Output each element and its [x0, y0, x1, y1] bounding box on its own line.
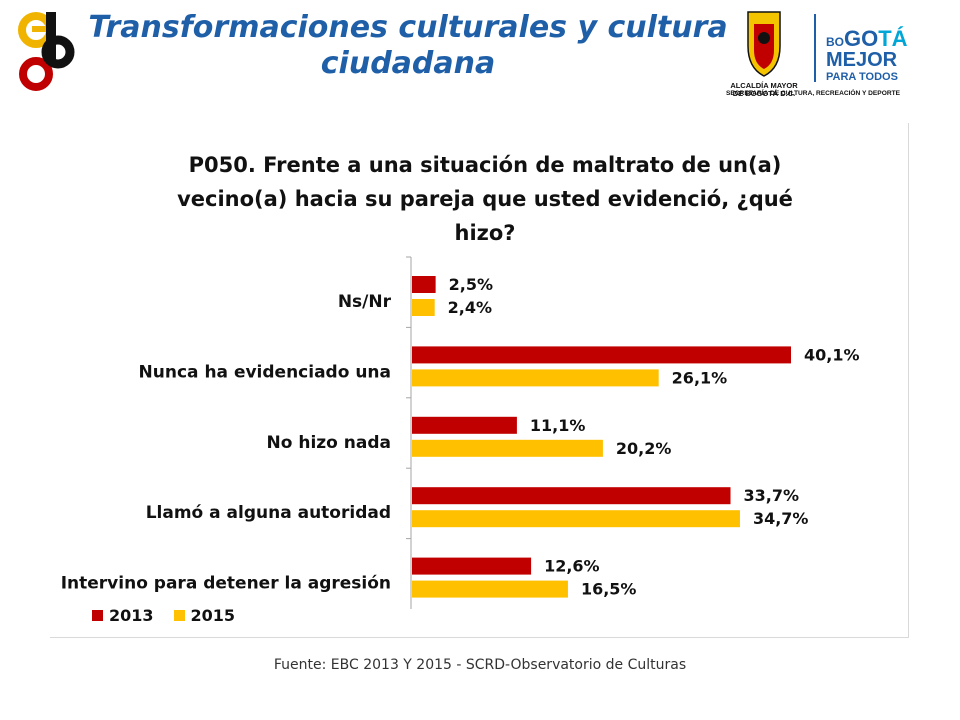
data-label-2015: 34,7%	[753, 509, 809, 528]
bar-2013	[412, 487, 731, 505]
data-label-2013: 12,6%	[544, 557, 600, 576]
legend-item-2013: 2013	[92, 606, 154, 625]
category-label: Ns/Nr	[338, 292, 392, 312]
shield-icon	[747, 11, 781, 77]
brand-mejor: MEJOR	[826, 49, 898, 71]
data-label-2013: 2,5%	[449, 275, 493, 294]
brand-go: GO	[844, 26, 878, 51]
data-label-2015: 16,5%	[581, 580, 637, 599]
secretaria-text: SECRETARÍA DE CULTURA, RECREACIÓN Y DEPO…	[726, 88, 901, 97]
bar-2015	[412, 439, 603, 457]
source-note: Fuente: EBC 2013 Y 2015 - SCRD-Observato…	[273, 657, 687, 673]
data-label-2013: 11,1%	[530, 416, 586, 435]
data-label-2013: 33,7%	[744, 486, 800, 505]
chart-panel	[50, 123, 909, 638]
category-label: Llamó a alguna autoridad	[146, 503, 391, 523]
bar-2013	[412, 557, 532, 575]
legend-label-2013: 2013	[109, 606, 154, 625]
brand-bo: BO	[826, 35, 844, 49]
data-label-2013: 40,1%	[804, 345, 860, 364]
category-label: No hizo nada	[267, 433, 391, 453]
legend-swatch-2015	[173, 610, 185, 621]
brand-ta: TÁ	[878, 26, 907, 51]
alcaldia-bogota-logo: ALCALDÍA MAYOR DE BOGOTÁ D.C. BOGOTÁ MEJ…	[726, 11, 908, 98]
bar-2013	[412, 416, 517, 434]
alcaldia-line1: ALCALDÍA MAYOR	[730, 81, 798, 90]
alcaldia-line2: DE BOGOTÁ D.C.	[733, 89, 796, 98]
bar-2015	[412, 580, 568, 598]
chart-title: P050. Frente a una situación de maltrato…	[177, 153, 793, 245]
legend-swatch-2013	[92, 610, 103, 621]
category-label: Intervino para detener la agresión	[61, 574, 391, 594]
bar-2015	[412, 369, 659, 387]
data-label-2015: 26,1%	[672, 368, 728, 387]
bar-2013	[412, 276, 436, 293]
data-label-2015: 20,2%	[616, 439, 672, 458]
legend-item-2015: 2015	[173, 606, 236, 625]
observatorio-logo	[18, 12, 75, 91]
chart-legend: 2013 2015	[92, 606, 255, 625]
bar-2013	[412, 346, 791, 364]
data-label-2015: 2,4%	[448, 298, 492, 317]
brand-para-todos: PARA TODOS	[826, 71, 898, 83]
legend-label-2015: 2015	[190, 606, 236, 625]
svg-text:BOGOTÁ: BOGOTÁ	[826, 26, 908, 51]
bar-2015	[412, 299, 435, 316]
page-title: Transformaciones culturales y cultura ci…	[88, 10, 728, 81]
category-label: Nunca ha evidenciado una	[139, 362, 391, 382]
bar-2015	[412, 510, 740, 528]
